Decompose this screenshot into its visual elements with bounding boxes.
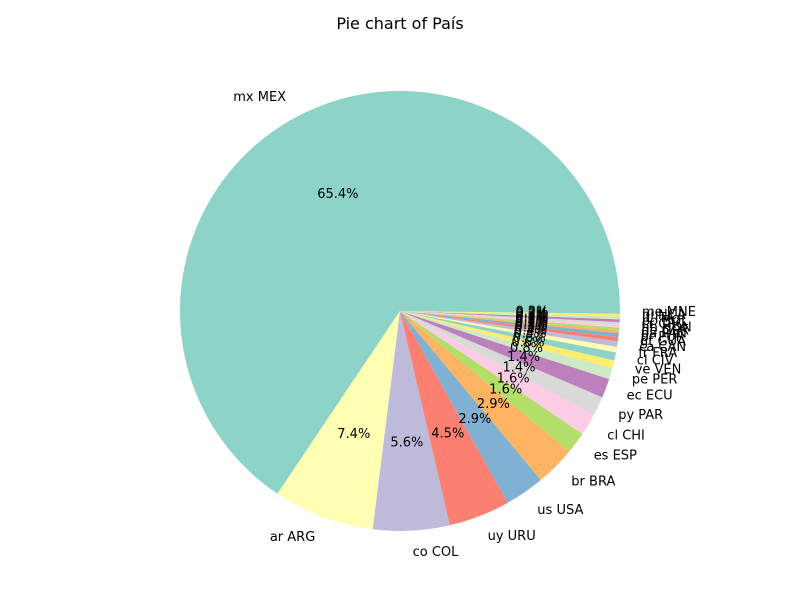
- pie-slice-11: [400, 311, 615, 369]
- pie-category-label-16: pr PUR: [641, 330, 685, 345]
- pie-slice-12: [400, 311, 617, 361]
- pie-percent-label-5: 2.9%: [477, 397, 510, 412]
- pie-percent-label-13: 0.4%: [513, 327, 546, 342]
- pie-percent-label-21: 0.2%: [515, 309, 548, 324]
- pie-percent-label-17: 0.2%: [515, 316, 548, 331]
- pie-slice-6: [400, 311, 583, 452]
- pie-slice-10: [400, 311, 613, 380]
- pie-percent-label-10: 0.8%: [510, 341, 543, 356]
- pie-slice-3: [400, 311, 508, 526]
- pie-category-label-14: ca CAN: [639, 340, 686, 355]
- pie-slice-9: [400, 311, 610, 398]
- pie-percent-label-22: 0.2%: [515, 308, 548, 323]
- pie-percent-label-16: 0.3%: [515, 318, 548, 333]
- pie-percent-label-11: 0.6%: [511, 336, 544, 351]
- pie-percent-label-24: 0.2%: [515, 304, 548, 319]
- pie-category-label-1: ar ARG: [270, 530, 315, 545]
- pie-slice-1: [277, 311, 400, 530]
- pie-percent-label-14: 0.4%: [514, 323, 547, 338]
- pie-slice-0: [179, 91, 620, 494]
- pie-percent-label-0: 65.4%: [317, 187, 358, 202]
- pie-percent-label-19: 0.2%: [515, 313, 548, 328]
- pie-category-label-12: cl CIV: [637, 354, 674, 369]
- pie-category-label-22: it ITA: [642, 311, 675, 326]
- pie-slice-2: [372, 311, 450, 531]
- pie-percent-label-2: 5.6%: [390, 435, 423, 450]
- pie-category-label-0: mx MEX: [233, 90, 286, 105]
- pie-slice-19: [400, 311, 620, 328]
- pie-slice-15: [400, 311, 619, 342]
- pie-percent-label-12: 0.6%: [513, 331, 546, 346]
- pie-slice-13: [400, 311, 618, 353]
- chart-title: Pie chart of País: [336, 14, 463, 33]
- pie-slice-23: [400, 311, 620, 317]
- pie-category-label-20: cr CRC: [642, 317, 685, 332]
- pie-category-label-4: us USA: [537, 503, 583, 518]
- pie-percent-label-7: 1.6%: [497, 372, 530, 387]
- pie-slices: [179, 91, 620, 531]
- pie-percent-label-6: 1.6%: [489, 383, 522, 398]
- pie-percent-label-3: 4.5%: [431, 427, 464, 442]
- pie-category-label-8: py PAR: [618, 408, 663, 423]
- pie-category-label-9: ec ECU: [627, 389, 673, 404]
- pie-slice-5: [400, 311, 570, 480]
- pie-slice-4: [400, 311, 541, 503]
- pie-category-label-23: ni NCA: [642, 308, 686, 323]
- pie-slice-17: [400, 311, 620, 334]
- pie-category-label-2: co COL: [413, 545, 460, 560]
- pie-category-label-17: pa PAN: [641, 326, 687, 341]
- pie-slice-8: [400, 311, 603, 415]
- pie-category-label-7: cl CHI: [607, 428, 645, 443]
- pie-slice-18: [400, 311, 620, 331]
- pie-percent-label-4: 2.9%: [458, 412, 491, 427]
- pie-percent-label-23: 0.2%: [515, 306, 548, 321]
- pie-category-label-19: hn HON: [641, 320, 691, 335]
- pie-percent-label-9: 1.4%: [507, 350, 540, 365]
- pie-slice-7: [400, 311, 594, 434]
- pie-percent-label-18: 0.2%: [515, 314, 548, 329]
- pie-percent-label-1: 7.4%: [337, 427, 370, 442]
- pie-slice-14: [400, 311, 618, 347]
- pie-slice-24: [400, 311, 620, 314]
- pie-category-label-3: uy URU: [488, 529, 536, 544]
- pie-category-label-13: fr FRA: [638, 346, 677, 361]
- pie-category-label-11: ve VEN: [635, 362, 682, 377]
- pie-category-label-10: pe PER: [632, 373, 677, 388]
- pie-category-label-15: gt GUA: [640, 335, 686, 350]
- pie-category-label-24: me MNE: [642, 305, 696, 320]
- pie-slice-22: [400, 311, 620, 320]
- pie-percent-label-20: 0.2%: [515, 311, 548, 326]
- pie-category-label-21: bo BOL: [642, 314, 689, 329]
- pie-category-label-6: es ESP: [594, 449, 637, 464]
- pie-percent-label-15: 0.3%: [514, 321, 547, 336]
- pie-category-label-5: br BRA: [571, 475, 615, 490]
- pie-category-label-18: de GER: [641, 323, 689, 338]
- pie-slice-16: [400, 311, 619, 338]
- pie-percent-labels: 65.4%7.4%5.6%4.5%2.9%2.9%1.6%1.6%1.4%1.4…: [317, 187, 548, 450]
- pie-percent-label-8: 1.4%: [502, 361, 535, 376]
- pie-slice-20: [400, 311, 620, 325]
- pie-slice-21: [400, 311, 620, 323]
